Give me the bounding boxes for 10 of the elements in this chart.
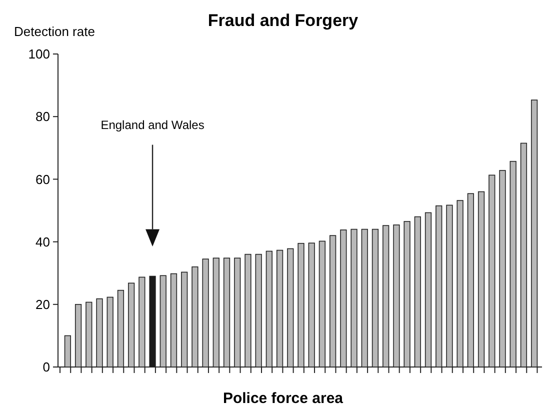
y-axis-title: Detection rate [14,24,95,39]
y-tick-label: 20 [36,296,50,312]
y-tick-label: 40 [36,234,50,250]
y-tick-label: 60 [36,172,50,187]
y-tick-label: 80 [36,109,50,124]
x-axis-title: Police force area [222,390,344,407]
y-tick-label: 100 [28,46,50,62]
y-tick-label: 0 [42,360,50,375]
chart-title: Fraud and Forgery [208,11,359,30]
annotation: England and Wales [100,118,204,132]
